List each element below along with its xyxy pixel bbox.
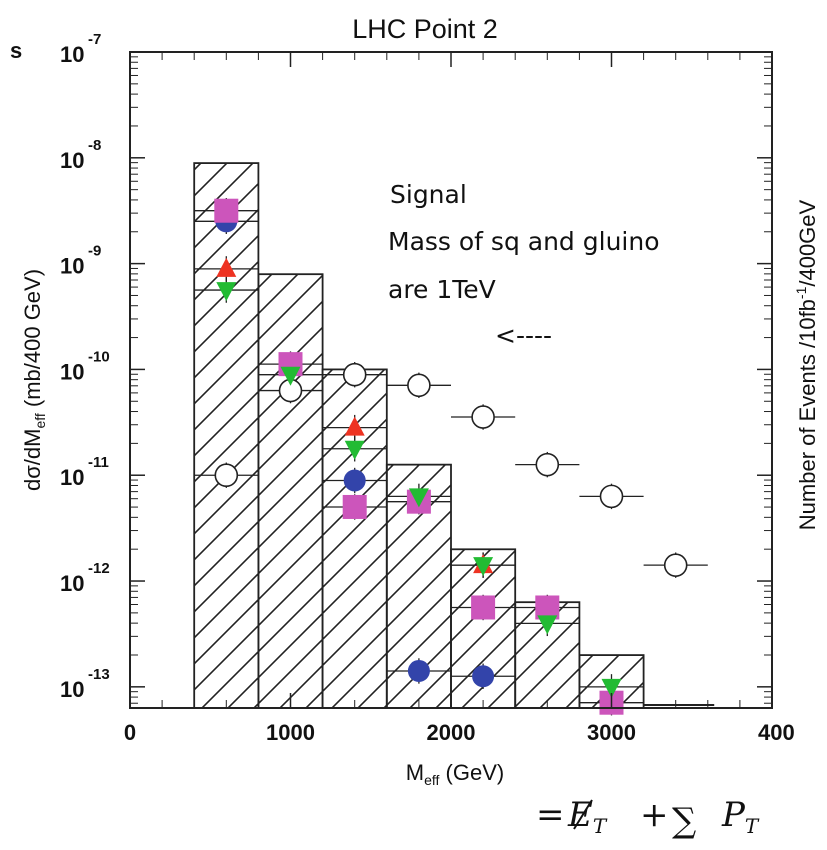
chart-title: LHC Point 2 xyxy=(352,14,498,44)
annotation-mass-line2: are 1TeV xyxy=(388,275,496,304)
annotation-arrow: <---- xyxy=(495,321,552,350)
triangle-down-point xyxy=(473,557,494,577)
y-tick-label-exp: -13 xyxy=(88,666,110,683)
triangle-up-point xyxy=(216,257,237,277)
open-circle-point xyxy=(599,484,624,509)
formula-pt-sub: T xyxy=(745,814,760,838)
x-axis-label: Meff (GeV) xyxy=(406,760,504,788)
open-circle-point xyxy=(471,405,495,429)
triangle-down-point xyxy=(537,615,558,635)
formula-et-slash xyxy=(573,799,593,830)
x-tick-labels: 0 1000 2000 3000 400 xyxy=(124,720,795,745)
y-axis-label-right-unit: /400GeV xyxy=(795,199,820,286)
x-axis-label-sub: eff xyxy=(424,772,439,788)
triangle-down-point xyxy=(344,440,365,460)
y-axis-label-right-sup: -1 xyxy=(793,286,809,299)
triangle-down-point xyxy=(280,366,301,386)
y-tick-label-base: 10 xyxy=(60,254,84,279)
y-axis-label-left-unit: (mb/400 GeV) xyxy=(20,269,45,413)
formula-sum: ∑ xyxy=(672,801,696,841)
x-tick-label: 400 xyxy=(758,720,795,745)
open-circle-point xyxy=(342,362,367,387)
y-axis-label-left-main: dσ/dM xyxy=(20,429,45,492)
square-point xyxy=(342,494,367,519)
square-point xyxy=(214,198,239,223)
square-point xyxy=(471,595,496,620)
y-tick-label-base: 10 xyxy=(60,42,84,67)
y-axis-label-left-sub: eff xyxy=(32,413,48,428)
x-tick-label: 2000 xyxy=(427,720,476,745)
hist-bin xyxy=(257,273,324,709)
corner-label: s xyxy=(10,38,22,63)
filled-circle-point xyxy=(407,659,430,682)
triangle-down-point xyxy=(216,282,237,302)
open-circle-point xyxy=(663,553,688,577)
y-tick-label-exp: -12 xyxy=(88,560,110,577)
y-axis-label-left: dσ/dMeff (mb/400 GeV) xyxy=(20,269,48,491)
y-tick-label-exp: -10 xyxy=(88,348,110,365)
x-tick-label: 1000 xyxy=(266,720,315,745)
y-tick-label-exp: -7 xyxy=(88,31,101,48)
triangle-down-point xyxy=(601,678,622,698)
filled-circle-point xyxy=(472,665,495,688)
x-axis-label-unit: (GeV) xyxy=(439,760,504,785)
y-tick-label-base: 10 xyxy=(60,148,84,173)
formula-plus: + xyxy=(640,795,669,835)
y-axis-label-right-main: Number of Events /10fb xyxy=(795,299,820,530)
x-tick-label: 0 xyxy=(124,720,136,745)
open-circle-point xyxy=(535,452,560,477)
x-tick-label: 3000 xyxy=(587,720,636,745)
filled-circle-point xyxy=(343,469,366,492)
y-tick-label-base: 10 xyxy=(60,359,84,384)
formula-equals: = xyxy=(536,795,565,835)
y-tick-label-base: 10 xyxy=(60,465,84,490)
formula-pt-main: P xyxy=(721,795,746,835)
x-axis-label-main: M xyxy=(406,760,424,785)
triangle-down-point xyxy=(408,488,429,508)
formula-pt: PT xyxy=(721,795,760,838)
open-circle-point xyxy=(214,463,239,488)
formula-et-main: E xyxy=(567,795,593,835)
formula-et: ET xyxy=(567,795,608,838)
annotation-signal: Signal xyxy=(390,180,467,209)
open-circle-point xyxy=(407,373,431,398)
formula-et-sub: T xyxy=(593,814,608,838)
formula: = ET + ∑ PT xyxy=(536,795,760,841)
y-tick-label-exp: -11 xyxy=(88,454,109,471)
tick-marks xyxy=(129,51,773,708)
y-tick-label-exp: -9 xyxy=(88,243,101,260)
y-tick-label-base: 10 xyxy=(60,677,84,702)
y-tick-label-base: 10 xyxy=(60,571,84,596)
y-tick-label-exp: -8 xyxy=(88,137,101,154)
y-axis-label-right: Number of Events /10fb-1/400GeV xyxy=(793,199,820,530)
hist-bin xyxy=(193,162,260,709)
triangle-up-point xyxy=(344,416,365,436)
annotation-mass-line1: Mass of sq and gluino xyxy=(388,227,660,256)
markers xyxy=(214,198,688,715)
